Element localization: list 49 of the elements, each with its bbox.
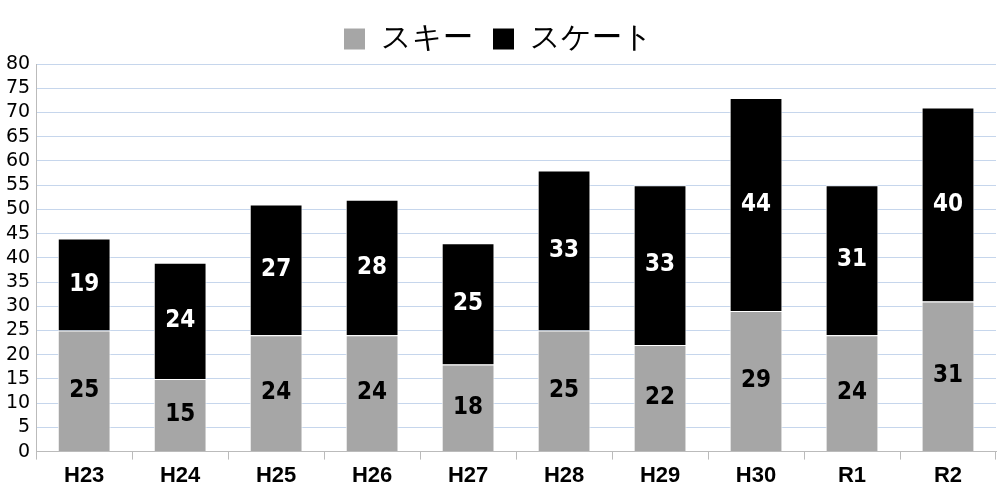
x-tick-label: H24 bbox=[159, 461, 202, 487]
data-label: 25 bbox=[453, 288, 484, 317]
y-tick-label: 75 bbox=[5, 75, 31, 98]
data-label: 33 bbox=[645, 249, 676, 278]
x-tick-label: H28 bbox=[543, 461, 585, 487]
legend-label: スケート bbox=[529, 18, 653, 54]
x-tick-label: R1 bbox=[837, 461, 867, 487]
y-tick-label: 55 bbox=[5, 172, 31, 195]
x-tick-label: H29 bbox=[639, 461, 681, 487]
data-label: 18 bbox=[453, 391, 484, 420]
y-tick-label: 25 bbox=[5, 317, 31, 340]
y-tick-label: 50 bbox=[5, 196, 31, 219]
data-label: 24 bbox=[837, 377, 868, 406]
y-tick-label: 70 bbox=[5, 99, 31, 122]
y-tick-label: 0 bbox=[18, 438, 31, 461]
legend-label: スキー bbox=[380, 18, 473, 54]
y-tick-label: 40 bbox=[5, 244, 31, 267]
y-tick-label: 65 bbox=[5, 123, 31, 146]
data-label: 24 bbox=[261, 377, 292, 406]
data-label: 15 bbox=[165, 399, 196, 428]
y-tick-label: 60 bbox=[5, 147, 31, 170]
y-tick-label: 45 bbox=[5, 220, 31, 243]
y-tick-label: 15 bbox=[5, 365, 31, 388]
data-label: 22 bbox=[645, 382, 676, 411]
y-tick-label: 80 bbox=[5, 50, 31, 73]
x-tick-label: H23 bbox=[63, 461, 105, 487]
data-label: 33 bbox=[549, 234, 580, 263]
data-label: 29 bbox=[741, 365, 772, 394]
data-label: 27 bbox=[261, 254, 292, 283]
data-label: 19 bbox=[69, 268, 100, 297]
y-tick-label: 10 bbox=[5, 390, 31, 413]
x-tick-label: H30 bbox=[735, 461, 777, 487]
y-tick-label: 35 bbox=[5, 268, 31, 291]
x-tick-label: R2 bbox=[933, 461, 963, 487]
x-tick-label: H26 bbox=[351, 461, 393, 487]
y-tick-label: 20 bbox=[5, 341, 31, 364]
y-tick-label: 5 bbox=[18, 414, 31, 437]
data-label: 24 bbox=[357, 377, 388, 406]
data-label: 40 bbox=[932, 188, 964, 217]
data-label: 31 bbox=[932, 360, 964, 389]
data-label: 44 bbox=[741, 188, 772, 217]
data-label: 25 bbox=[69, 375, 100, 404]
data-label: 31 bbox=[837, 244, 868, 273]
data-label: 25 bbox=[549, 375, 580, 404]
y-tick-label: 30 bbox=[5, 293, 31, 316]
x-tick-label: H25 bbox=[255, 461, 297, 487]
data-label: 28 bbox=[357, 251, 388, 280]
x-tick-label: H27 bbox=[447, 461, 489, 487]
data-label: 24 bbox=[165, 305, 196, 334]
